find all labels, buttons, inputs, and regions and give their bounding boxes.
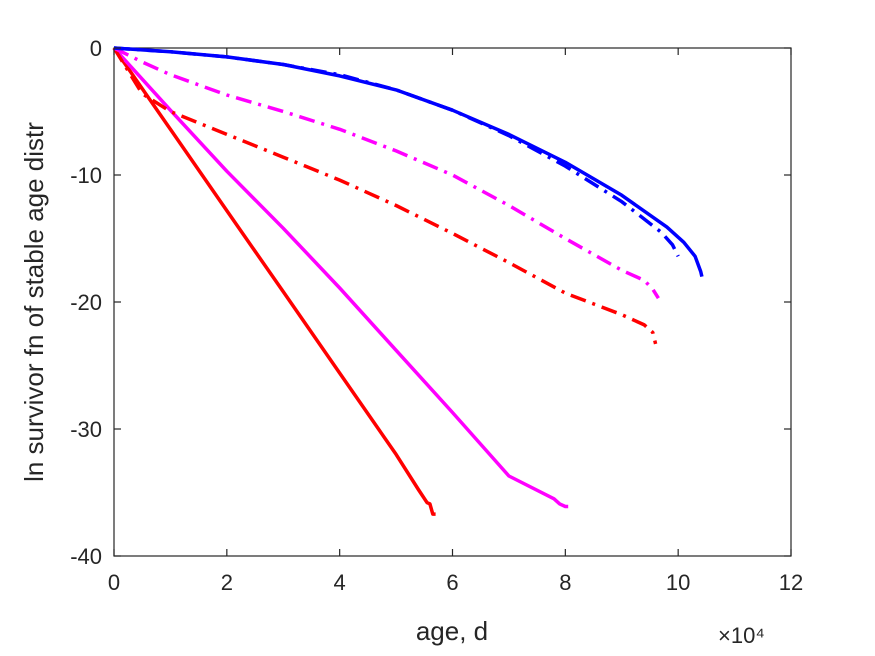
x-axis-multiplier: ×10⁴ xyxy=(718,623,765,648)
series-line-2 xyxy=(112,46,569,509)
x-tick-label: 12 xyxy=(779,570,803,595)
y-tick-label: -40 xyxy=(70,544,102,569)
y-tick-label: -30 xyxy=(70,417,102,442)
ticks-layer: 0 2 4 6 8 10 12 0 -10 -20 -30 -40 xyxy=(70,36,803,595)
y-tick-label: -10 xyxy=(70,163,102,188)
x-tick-label: 0 xyxy=(108,570,120,595)
y-tick-label: 0 xyxy=(90,36,102,61)
x-tick-label: 8 xyxy=(559,570,571,595)
series-layer xyxy=(112,46,704,516)
plot-area xyxy=(113,47,792,557)
x-tick-label: 2 xyxy=(221,570,233,595)
series-line-4 xyxy=(113,46,660,300)
series-line-1 xyxy=(112,47,436,516)
y-tick-label: -20 xyxy=(70,290,102,315)
y-axis-label: ln survivor fn of stable age distr xyxy=(19,122,49,482)
x-tick-label: 6 xyxy=(446,570,458,595)
labels-layer: age, d ln survivor fn of stable age dist… xyxy=(19,122,765,648)
x-tick-label: 4 xyxy=(334,570,346,595)
plot-background xyxy=(113,47,792,557)
series-line-3 xyxy=(112,47,658,345)
x-tick-label: 10 xyxy=(666,570,690,595)
x-axis-label: age, d xyxy=(416,616,488,646)
series-line-6 xyxy=(113,46,704,278)
